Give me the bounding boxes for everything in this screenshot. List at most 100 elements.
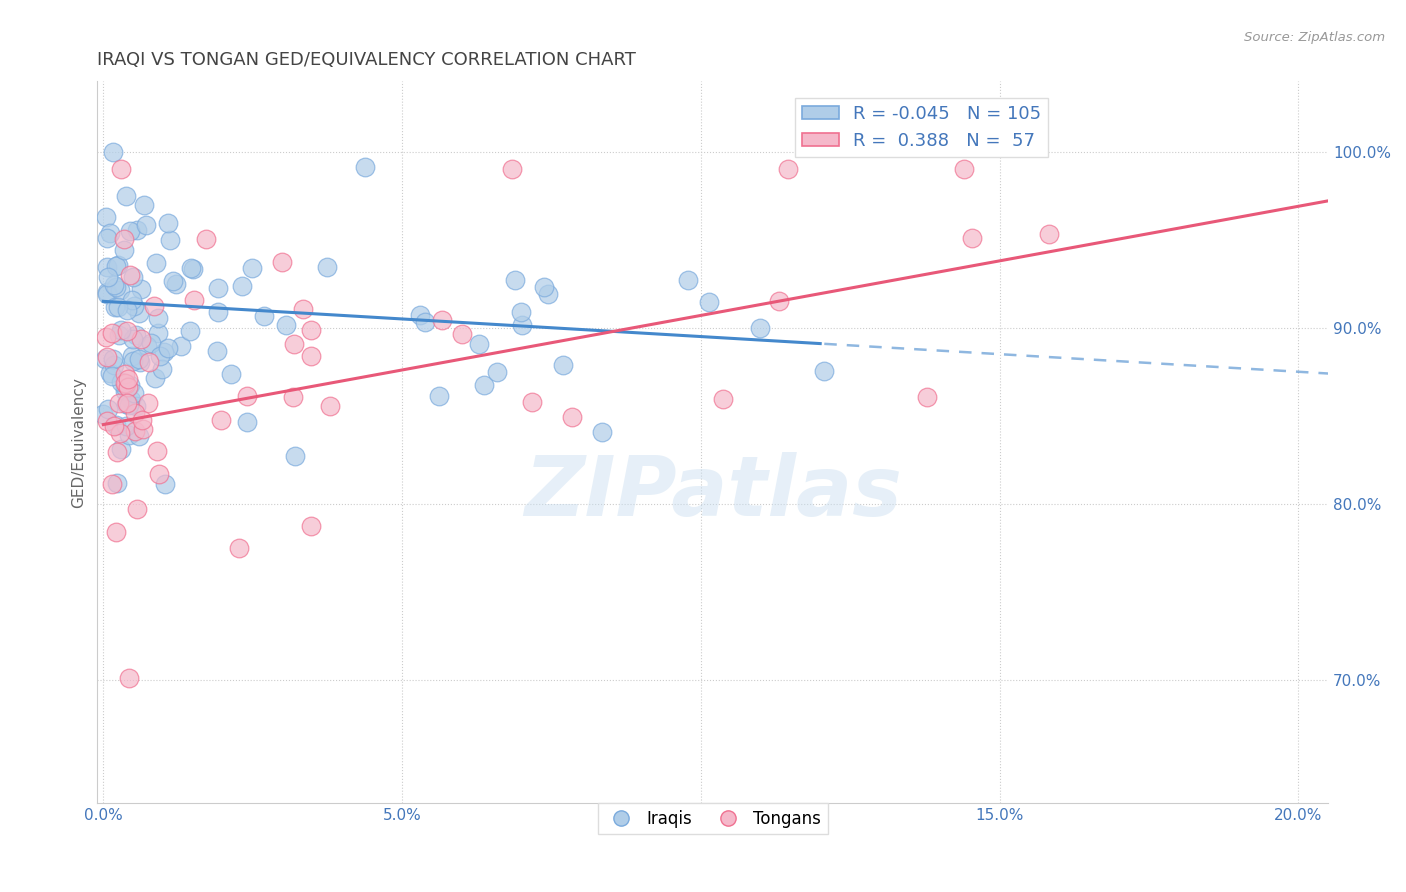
Point bbox=[136, 396, 159, 410]
Point bbox=[131, 413, 153, 427]
Point bbox=[146, 326, 169, 340]
Point bbox=[110, 375, 132, 389]
Point bbox=[485, 365, 508, 379]
Point bbox=[105, 525, 128, 540]
Point bbox=[107, 300, 129, 314]
Point bbox=[98, 366, 121, 380]
Point bbox=[145, 256, 167, 270]
Point bbox=[107, 259, 129, 273]
Point bbox=[520, 395, 543, 409]
Point bbox=[128, 351, 150, 366]
Point bbox=[104, 259, 127, 273]
Point bbox=[136, 339, 159, 353]
Point bbox=[101, 476, 124, 491]
Point bbox=[170, 339, 193, 353]
Point bbox=[252, 309, 274, 323]
Point bbox=[148, 467, 170, 482]
Point bbox=[179, 324, 201, 338]
Point bbox=[101, 351, 124, 366]
Point bbox=[105, 279, 128, 293]
Point bbox=[96, 287, 118, 301]
Point bbox=[96, 285, 118, 299]
Point bbox=[219, 367, 242, 381]
Point bbox=[124, 424, 146, 438]
Point bbox=[281, 390, 304, 404]
Point bbox=[503, 273, 526, 287]
Text: IRAQI VS TONGAN GED/EQUIVALENCY CORRELATION CHART: IRAQI VS TONGAN GED/EQUIVALENCY CORRELAT… bbox=[97, 51, 637, 69]
Point bbox=[121, 349, 143, 363]
Point bbox=[354, 160, 377, 174]
Point bbox=[101, 145, 124, 159]
Point bbox=[183, 293, 205, 308]
Point bbox=[124, 406, 146, 420]
Point bbox=[132, 197, 155, 211]
Point bbox=[553, 359, 575, 373]
Point bbox=[115, 302, 138, 317]
Point bbox=[180, 260, 202, 275]
Point bbox=[112, 232, 135, 246]
Point bbox=[118, 268, 141, 282]
Point bbox=[450, 327, 472, 342]
Point bbox=[96, 329, 118, 343]
Point bbox=[110, 426, 132, 441]
Y-axis label: GED/Equivalency: GED/Equivalency bbox=[72, 376, 86, 508]
Point bbox=[125, 502, 148, 516]
Point bbox=[149, 349, 172, 363]
Point bbox=[283, 337, 305, 351]
Point bbox=[1038, 227, 1060, 241]
Point bbox=[207, 304, 229, 318]
Point bbox=[114, 384, 136, 399]
Point bbox=[93, 407, 115, 421]
Point bbox=[104, 300, 127, 314]
Point bbox=[118, 428, 141, 442]
Point bbox=[209, 412, 232, 426]
Point bbox=[284, 449, 307, 463]
Point bbox=[157, 341, 180, 355]
Point bbox=[960, 231, 983, 245]
Point bbox=[115, 376, 138, 391]
Point bbox=[146, 444, 169, 458]
Point bbox=[96, 231, 118, 245]
Point bbox=[135, 218, 157, 232]
Point bbox=[115, 397, 138, 411]
Point bbox=[697, 294, 720, 309]
Point bbox=[112, 244, 135, 258]
Point bbox=[319, 399, 342, 413]
Point bbox=[231, 279, 253, 293]
Point bbox=[813, 364, 835, 378]
Point bbox=[103, 419, 125, 434]
Point bbox=[143, 299, 166, 313]
Point bbox=[129, 355, 152, 369]
Point bbox=[105, 476, 128, 491]
Text: ZIPatlas: ZIPatlas bbox=[524, 452, 901, 533]
Point bbox=[98, 226, 121, 240]
Point bbox=[299, 518, 322, 533]
Point bbox=[110, 162, 132, 177]
Point bbox=[533, 280, 555, 294]
Point bbox=[299, 323, 322, 337]
Point bbox=[131, 281, 153, 295]
Point bbox=[143, 371, 166, 385]
Point bbox=[148, 311, 170, 326]
Point bbox=[240, 260, 263, 275]
Point bbox=[205, 343, 228, 358]
Point bbox=[409, 308, 432, 322]
Point bbox=[591, 425, 613, 439]
Point bbox=[93, 351, 115, 366]
Point bbox=[117, 380, 139, 394]
Point bbox=[108, 284, 131, 298]
Point bbox=[207, 280, 229, 294]
Point bbox=[228, 541, 250, 555]
Point bbox=[118, 224, 141, 238]
Point bbox=[132, 421, 155, 435]
Point bbox=[413, 315, 436, 329]
Point bbox=[676, 273, 699, 287]
Point bbox=[128, 306, 150, 320]
Point bbox=[768, 294, 790, 309]
Point bbox=[121, 332, 143, 346]
Point bbox=[115, 419, 138, 434]
Point bbox=[122, 270, 145, 285]
Point bbox=[271, 254, 294, 268]
Point bbox=[153, 345, 176, 359]
Point bbox=[125, 400, 148, 414]
